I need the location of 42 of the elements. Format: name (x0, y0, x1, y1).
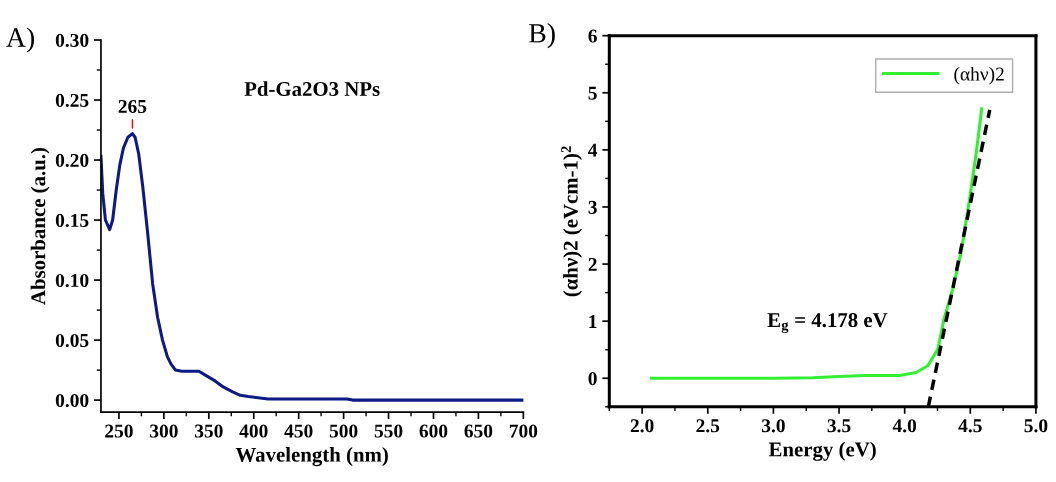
x-tick-label: 3.0 (761, 419, 785, 433)
y-tick-label: 0.25 (55, 93, 89, 108)
x-tick-label: 2.5 (696, 419, 720, 433)
x-tick-label: 2.0 (630, 419, 654, 433)
x-tick-label: 4.5 (958, 419, 982, 433)
x-tick-label: 5.0 (1024, 419, 1048, 433)
x-tick-label: 3.5 (827, 419, 851, 433)
y-tick-label: 1 (589, 315, 597, 328)
x-tick-label: 300 (150, 424, 178, 438)
x-tick-label: 350 (194, 424, 223, 438)
x-tick-label: 650 (464, 424, 493, 438)
x-tick-label: 250 (105, 424, 133, 438)
line-series (100, 132, 524, 402)
text: B) (529, 23, 555, 49)
text: A) (6, 27, 34, 53)
x-tick-label: 450 (284, 424, 313, 438)
x-tick-label: 500 (329, 424, 358, 438)
legend-label: (αhν)2 (954, 66, 1004, 85)
x-tick-label: 600 (419, 424, 448, 438)
annotation: E$_{g}$ = 4.178 eV (767, 313, 888, 333)
y-tick-label: 0.20 (55, 153, 89, 168)
x-tick-label: 400 (239, 424, 268, 438)
y-axis-title: Absorbance (a.u.) (30, 147, 50, 305)
text: Pd-Ga2O3 NPs (244, 81, 380, 97)
y-tick-label: 6 (588, 29, 597, 43)
x-tick-label: 700 (509, 424, 538, 438)
x-axis-title: Energy (eV) (768, 441, 876, 461)
y-tick-label: 5 (588, 86, 597, 100)
y-tick-label: 0.15 (55, 213, 89, 228)
y-tick-label: 3 (588, 200, 597, 214)
y-tick-label: 0.05 (55, 333, 89, 348)
y-tick-label: 0 (588, 372, 597, 386)
y-tick-label: 4 (588, 143, 598, 157)
y-tick-label: 0.10 (55, 273, 89, 288)
x-tick-label: 550 (374, 424, 403, 438)
y-tick-label: 0.30 (55, 33, 89, 48)
annotation: 265 (118, 99, 147, 114)
y-tick-label: 0.00 (55, 393, 89, 408)
y-axis-title: (αhν)2 (eVcm-1)$^{2}$ (561, 146, 582, 297)
x-tick-label: 4.0 (892, 419, 917, 433)
x-axis-title: Wavelength (nm) (235, 447, 388, 467)
y-tick-label: 2 (588, 257, 597, 271)
